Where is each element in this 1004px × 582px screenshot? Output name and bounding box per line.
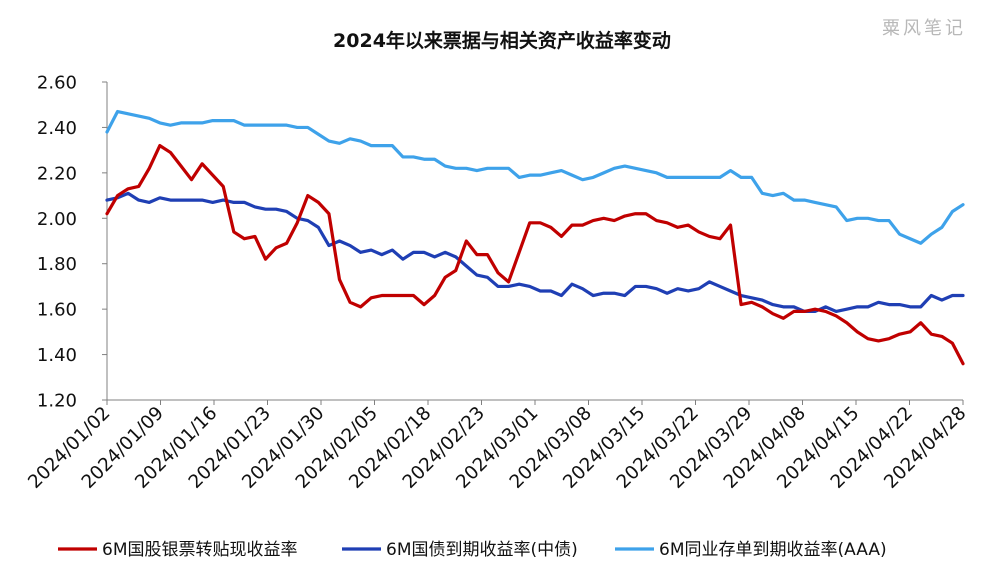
y-tick-label: 1.40 bbox=[37, 345, 77, 366]
y-tick-label: 1.20 bbox=[37, 391, 77, 412]
series-line-2 bbox=[105, 109, 965, 245]
legend-label-1: 6M国债到期收益率(中债) bbox=[386, 540, 578, 560]
legend-label-0: 6M国股银票转贴现收益率 bbox=[102, 540, 297, 560]
y-tick-label: 2.20 bbox=[37, 163, 77, 184]
legend: 6M国股银票转贴现收益率 6M国债到期收益率(中债) 6M同业存单到期收益率(AAA… bbox=[58, 540, 887, 560]
watermark: 粟风笔记 bbox=[882, 18, 966, 39]
series-lines bbox=[105, 109, 965, 366]
y-tick-label: 2.60 bbox=[37, 73, 77, 94]
y-tick-label: 2.40 bbox=[37, 118, 77, 139]
chart-title: 2024年以来票据与相关资产收益率变动 bbox=[333, 29, 671, 52]
y-tick-label: 1.80 bbox=[37, 254, 77, 275]
y-tick-label: 1.60 bbox=[37, 300, 77, 321]
y-axis-ticks: 1.20 1.40 1.60 1.80 2.00 2.20 2.40 2.60 bbox=[37, 73, 107, 412]
series-line-1 bbox=[105, 191, 965, 314]
legend-label-2: 6M同业存单到期收益率(AAA) bbox=[659, 540, 887, 560]
x-axis-ticks: 2024/01/022024/01/092024/01/162024/01/23… bbox=[24, 400, 971, 493]
series-line-0 bbox=[105, 144, 965, 366]
y-tick-label: 2.00 bbox=[37, 209, 77, 230]
axes bbox=[106, 82, 963, 401]
